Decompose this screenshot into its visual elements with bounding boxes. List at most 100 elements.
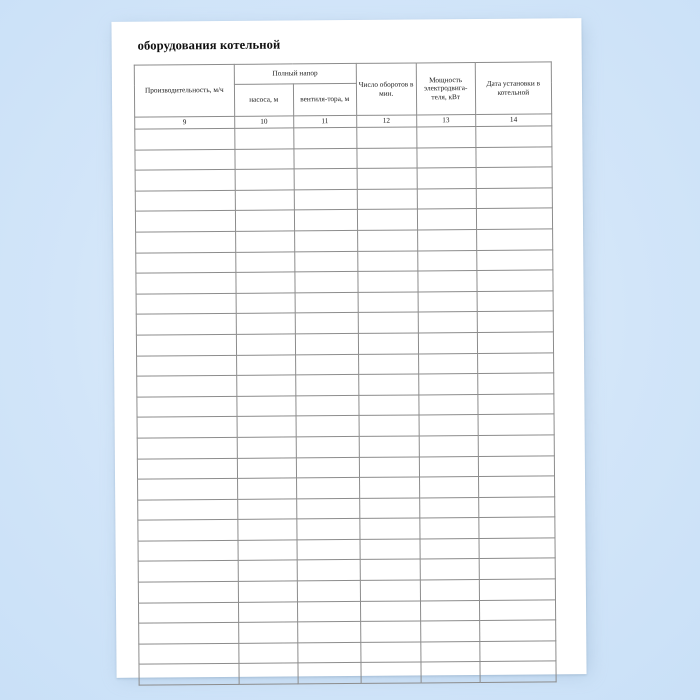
table-cell[interactable] (294, 312, 359, 334)
table-cell[interactable] (297, 662, 361, 684)
table-cell[interactable] (479, 599, 556, 621)
table-cell[interactable] (357, 229, 418, 251)
table-cell[interactable] (418, 435, 479, 457)
table-cell[interactable] (137, 437, 238, 459)
table-cell[interactable] (235, 292, 295, 314)
table-cell[interactable] (419, 497, 479, 519)
table-cell[interactable] (357, 271, 418, 293)
table-cell[interactable] (237, 478, 297, 500)
table-cell[interactable] (476, 270, 554, 292)
table-cell[interactable] (477, 434, 555, 456)
table-cell[interactable] (236, 436, 297, 458)
table-cell[interactable] (360, 580, 421, 602)
table-cell[interactable] (356, 126, 417, 149)
table-cell[interactable] (295, 353, 359, 376)
table-cell[interactable] (479, 620, 556, 642)
table-cell[interactable] (236, 416, 296, 438)
table-cell[interactable] (295, 415, 359, 437)
table-cell[interactable] (136, 375, 237, 397)
table-cell[interactable] (297, 642, 361, 664)
table-cell[interactable] (134, 128, 235, 150)
table-cell[interactable] (293, 168, 357, 190)
table-cell[interactable] (359, 497, 420, 519)
table-cell[interactable] (477, 414, 555, 436)
table-cell[interactable] (478, 455, 555, 477)
table-cell[interactable] (138, 602, 239, 624)
table-cell[interactable] (137, 457, 238, 480)
table-cell[interactable] (296, 498, 360, 520)
table-cell[interactable] (417, 208, 477, 230)
table-cell[interactable] (234, 148, 294, 170)
table-cell[interactable] (357, 209, 418, 231)
table-cell[interactable] (420, 661, 480, 683)
table-cell[interactable] (294, 250, 358, 273)
table-cell[interactable] (358, 415, 419, 437)
table-cell[interactable] (479, 578, 556, 601)
table-cell[interactable] (135, 210, 236, 233)
table-cell[interactable] (235, 230, 295, 252)
table-cell[interactable] (293, 189, 358, 211)
table-cell[interactable] (138, 540, 238, 562)
table-cell[interactable] (136, 396, 237, 418)
table-cell[interactable] (237, 498, 297, 520)
table-cell[interactable] (418, 414, 478, 436)
table-cell[interactable] (419, 517, 479, 539)
table-cell[interactable] (477, 393, 555, 415)
table-cell[interactable] (296, 518, 360, 540)
table-cell[interactable] (420, 641, 480, 663)
table-cell[interactable] (296, 456, 360, 479)
table-cell[interactable] (295, 333, 359, 355)
table-cell[interactable] (418, 332, 478, 354)
table-cell[interactable] (294, 209, 358, 231)
table-cell[interactable] (478, 496, 555, 518)
table-cell[interactable] (234, 127, 294, 149)
table-cell[interactable] (135, 231, 236, 253)
table-cell[interactable] (359, 518, 420, 540)
table-cell[interactable] (296, 559, 361, 581)
table-cell[interactable] (418, 394, 478, 416)
table-cell[interactable] (478, 475, 555, 498)
table-cell[interactable] (295, 395, 359, 417)
table-cell[interactable] (420, 579, 480, 601)
table-cell[interactable] (293, 127, 357, 149)
table-cell[interactable] (418, 373, 478, 395)
table-cell[interactable] (419, 558, 480, 581)
table-cell[interactable] (295, 374, 359, 396)
table-cell[interactable] (479, 640, 556, 662)
table-cell[interactable] (476, 208, 553, 230)
table-cell[interactable] (138, 581, 239, 603)
table-cell[interactable] (416, 167, 476, 189)
table-cell[interactable] (359, 477, 420, 499)
table-cell[interactable] (137, 416, 237, 439)
table-cell[interactable] (238, 642, 298, 664)
table-cell[interactable] (416, 188, 477, 210)
table-cell[interactable] (135, 251, 236, 274)
table-cell[interactable] (235, 272, 295, 294)
table-cell[interactable] (136, 334, 237, 356)
table-cell[interactable] (137, 478, 238, 500)
table-cell[interactable] (135, 169, 235, 191)
table-cell[interactable] (360, 641, 421, 663)
table-cell[interactable] (297, 601, 361, 623)
table-cell[interactable] (294, 230, 358, 252)
table-cell[interactable] (135, 190, 236, 212)
table-cell[interactable] (295, 436, 360, 458)
table-cell[interactable] (416, 147, 476, 169)
table-cell[interactable] (135, 272, 236, 294)
table-cell[interactable] (358, 435, 420, 457)
table-cell[interactable] (294, 292, 358, 314)
table-cell[interactable] (137, 499, 238, 521)
table-cell[interactable] (236, 333, 296, 355)
table-cell[interactable] (235, 210, 295, 232)
table-cell[interactable] (359, 538, 420, 560)
table-cell[interactable] (478, 537, 556, 559)
table-cell[interactable] (356, 147, 417, 169)
table-cell[interactable] (296, 580, 361, 602)
table-cell[interactable] (360, 621, 421, 643)
table-cell[interactable] (234, 189, 295, 211)
table-cell[interactable] (356, 168, 417, 190)
table-cell[interactable] (418, 353, 478, 375)
table-cell[interactable] (138, 663, 239, 686)
table-cell[interactable] (478, 517, 555, 539)
table-cell[interactable] (237, 539, 297, 561)
